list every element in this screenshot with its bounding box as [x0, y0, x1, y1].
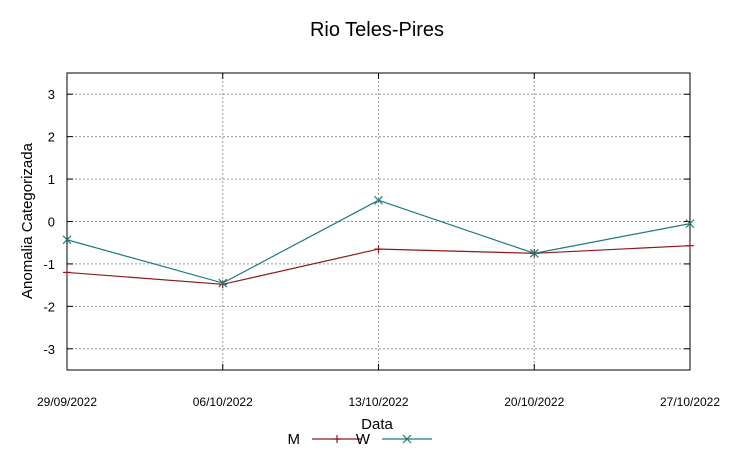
data-point-W [685, 219, 695, 229]
x-axis-label: Data [361, 416, 393, 433]
legend-label: M [288, 431, 301, 448]
data-point-W [62, 235, 72, 245]
chart-title: Rio Teles-Pires [310, 19, 444, 41]
data-point-M [374, 245, 383, 254]
data-point-W [218, 278, 228, 288]
y-tick-label: 1 [48, 172, 55, 187]
y-tick-label: 3 [48, 87, 55, 102]
y-tick-label: -2 [43, 299, 55, 314]
series-W [62, 195, 695, 288]
x-tick-label: 20/10/2022 [504, 395, 564, 409]
series-group [62, 195, 695, 289]
y-tick-label: 2 [48, 130, 55, 145]
y-tick-label: -1 [43, 257, 55, 272]
y-axis-ticks: -3 -2 -1 0 1 2 3 [43, 87, 690, 357]
x-tick-label: 13/10/2022 [348, 395, 408, 409]
data-point-W [529, 248, 539, 258]
grid [66, 73, 691, 370]
y-axis-label: Anomalia Categorizada [19, 142, 36, 299]
x-tick-label: 27/10/2022 [660, 395, 720, 409]
x-tick-label: 06/10/2022 [193, 395, 253, 409]
y-tick-label: -3 [43, 342, 55, 357]
x-tick-label: 29/09/2022 [37, 395, 97, 409]
data-point-M [218, 280, 227, 289]
legend-marker-W [402, 434, 412, 444]
plot-frame [66, 72, 691, 371]
x-axis-ticks: 29/09/2022 06/10/2022 13/10/2022 20/10/2022… [37, 73, 720, 409]
legend-label: W [356, 431, 371, 448]
data-point-M [63, 268, 71, 277]
y-tick-label: 0 [48, 215, 55, 230]
data-point-W [374, 195, 383, 205]
legend-marker-M [333, 435, 341, 443]
data-point-M [686, 241, 694, 250]
